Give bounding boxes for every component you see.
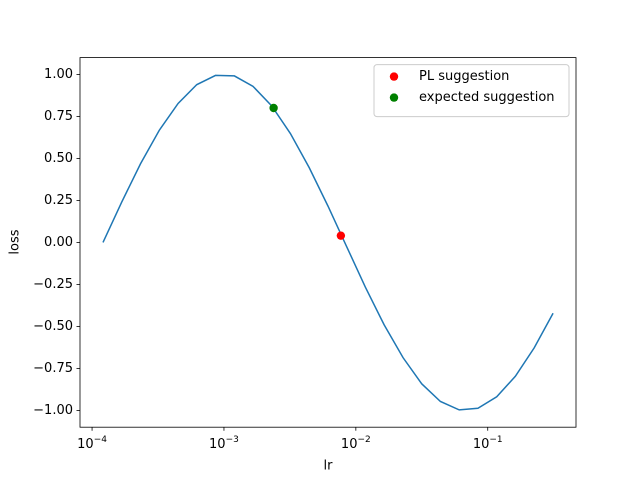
scatter-point: [336, 231, 346, 240]
legend-label: expected suggestion: [419, 90, 555, 105]
y-axis-label: loss: [8, 229, 23, 254]
y-tick-label: −1.00: [33, 403, 73, 418]
y-tick-label: −0.50: [33, 319, 73, 334]
y-tick-label: 1.00: [44, 67, 73, 82]
line-series: [102, 74, 554, 411]
scatter-point: [269, 103, 278, 113]
x-tick-label: 10−1: [473, 435, 503, 452]
legend-marker: [389, 72, 399, 81]
y-tick-label: 0.75: [44, 109, 73, 124]
legend-label: PL suggestion: [419, 69, 509, 84]
y-tick-label: −0.25: [33, 277, 73, 292]
y-tick-label: 0.25: [44, 193, 73, 208]
x-axis-label: lr: [324, 459, 334, 474]
x-tick-label: 10−3: [209, 435, 239, 452]
legend-marker: [389, 93, 399, 102]
y-tick-label: 0.50: [44, 151, 73, 166]
x-tick-label: 10−2: [341, 435, 371, 452]
y-tick-label: −0.75: [33, 361, 73, 376]
x-tick-label: 10−4: [77, 435, 107, 452]
y-tick-label: 0.00: [44, 235, 73, 250]
legend-box: [373, 64, 570, 118]
